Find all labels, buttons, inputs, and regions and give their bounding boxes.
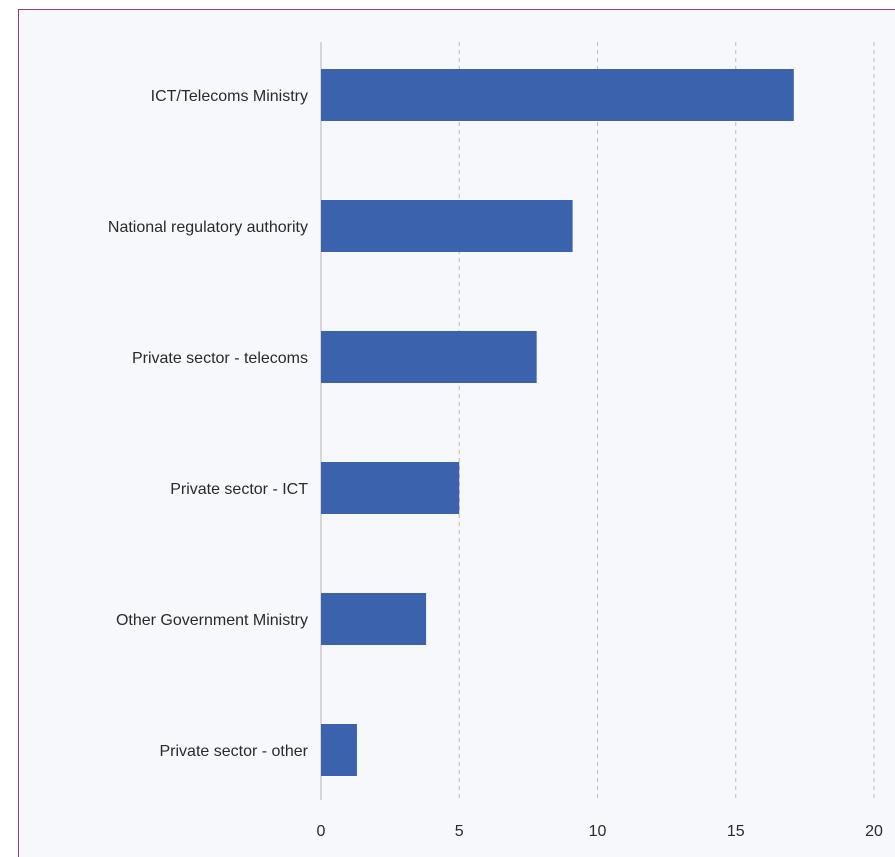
category-labels: ICT/Telecoms Ministry National regulatory… — [108, 88, 309, 760]
category-label: Private sector - telecoms — [132, 350, 308, 367]
x-tick-label: 0 — [317, 823, 326, 840]
x-tick-labels: 0 5 10 15 20 — [317, 823, 883, 840]
bar-2[interactable] — [321, 200, 573, 252]
bars — [321, 69, 794, 776]
x-tick-label: 10 — [589, 823, 607, 840]
bar-5[interactable] — [321, 593, 427, 645]
bar-4[interactable] — [321, 462, 460, 514]
category-label: ICT/Telecoms Ministry — [151, 88, 308, 105]
category-label: Private sector - ICT — [170, 481, 308, 498]
bar-6[interactable] — [321, 724, 357, 776]
x-tick-label: 5 — [455, 823, 464, 840]
grid-lines — [458, 42, 875, 800]
bar-3[interactable] — [321, 331, 537, 383]
bar-1[interactable] — [321, 69, 794, 121]
category-label: Private sector - other — [160, 743, 309, 760]
category-label: National regulatory authority — [108, 219, 308, 236]
x-tick-label: 15 — [727, 823, 745, 840]
x-tick-label: 20 — [865, 823, 883, 840]
chart-frame — [18, 9, 895, 857]
category-label: Other Government Ministry — [116, 612, 308, 629]
